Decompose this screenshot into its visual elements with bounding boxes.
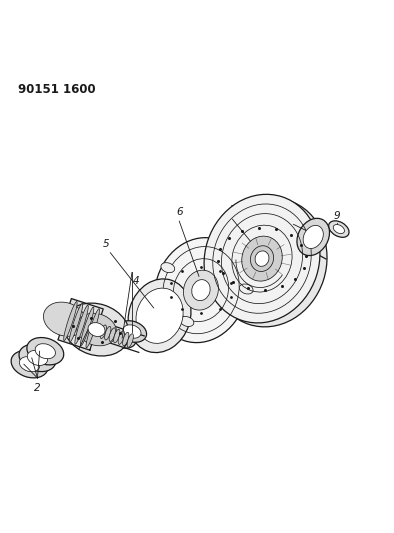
Text: 9: 9 xyxy=(334,211,340,221)
Ellipse shape xyxy=(69,303,83,342)
Ellipse shape xyxy=(329,221,349,237)
Ellipse shape xyxy=(105,326,111,340)
Ellipse shape xyxy=(255,251,269,266)
Ellipse shape xyxy=(88,322,105,336)
Ellipse shape xyxy=(204,195,320,323)
Ellipse shape xyxy=(211,198,327,327)
Ellipse shape xyxy=(127,334,134,348)
Text: 5: 5 xyxy=(103,239,110,249)
Ellipse shape xyxy=(117,321,147,342)
Ellipse shape xyxy=(27,350,48,366)
Text: 90151 1600: 90151 1600 xyxy=(18,83,95,96)
Ellipse shape xyxy=(113,332,131,344)
Ellipse shape xyxy=(180,317,194,327)
Ellipse shape xyxy=(184,270,218,310)
Ellipse shape xyxy=(64,303,129,356)
Ellipse shape xyxy=(100,325,106,338)
Ellipse shape xyxy=(155,238,247,343)
Text: 8: 8 xyxy=(290,211,297,221)
Ellipse shape xyxy=(11,351,48,378)
Ellipse shape xyxy=(35,344,56,359)
Polygon shape xyxy=(58,298,103,350)
Ellipse shape xyxy=(123,325,141,338)
Ellipse shape xyxy=(108,328,136,348)
Ellipse shape xyxy=(64,302,77,341)
Ellipse shape xyxy=(19,344,56,372)
Ellipse shape xyxy=(161,263,175,273)
Ellipse shape xyxy=(76,313,117,346)
Text: 2: 2 xyxy=(34,383,41,393)
Ellipse shape xyxy=(109,328,115,342)
Ellipse shape xyxy=(242,236,282,281)
Ellipse shape xyxy=(118,331,125,344)
Ellipse shape xyxy=(333,224,344,233)
Ellipse shape xyxy=(297,219,329,256)
Ellipse shape xyxy=(113,329,120,343)
Text: 6: 6 xyxy=(176,207,182,217)
Text: 7: 7 xyxy=(229,205,236,215)
Ellipse shape xyxy=(128,279,191,353)
Ellipse shape xyxy=(86,309,99,348)
Ellipse shape xyxy=(136,288,183,343)
Ellipse shape xyxy=(19,357,40,372)
Ellipse shape xyxy=(303,225,323,248)
Ellipse shape xyxy=(80,307,94,346)
Ellipse shape xyxy=(239,284,253,294)
Ellipse shape xyxy=(251,246,273,271)
Ellipse shape xyxy=(27,337,64,365)
Ellipse shape xyxy=(123,332,129,346)
Text: 3: 3 xyxy=(80,304,86,314)
Ellipse shape xyxy=(75,305,88,344)
Text: 4: 4 xyxy=(133,276,139,286)
Ellipse shape xyxy=(43,302,86,336)
Ellipse shape xyxy=(192,280,210,301)
